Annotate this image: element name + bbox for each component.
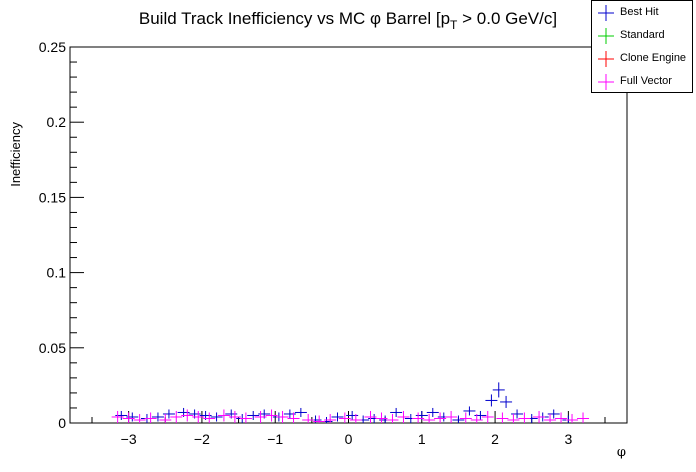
data-point [254,410,267,423]
data-point [302,413,315,423]
legend-marker [598,28,614,44]
data-point [511,409,524,419]
svg-text:Build Track Inefficiency vs MC: Build Track Inefficiency vs MC φ Barrel … [139,9,557,32]
legend-label: Standard [620,29,665,41]
data-point [338,412,351,423]
legend-entry: Best Hit [592,2,692,24]
plot-frame [69,46,628,424]
legend-label: Clone Engine [620,52,687,64]
legend-entry: Standard [592,25,692,47]
series-layer [111,382,590,423]
legend-marker [598,5,614,21]
data-point [159,413,172,423]
legend-label: Full Vector [620,75,672,87]
legend-label: Best Hit [620,6,659,18]
series-full-vector [111,409,590,423]
data-point [555,412,568,423]
data-point [397,410,410,423]
data-point [247,410,260,420]
data-point [445,410,458,423]
legend-entry: Clone Engine [592,48,692,70]
data-point [423,413,436,423]
data-point [122,412,135,423]
y-tick-label: 0.15 [39,189,66,205]
y-tick-label: 0.1 [47,265,67,281]
data-point [547,409,560,419]
title-subscript: T [450,18,458,32]
data-point [386,413,399,423]
data-point [485,394,498,407]
data-point [265,409,278,422]
data-point [507,413,520,423]
data-point [474,410,487,420]
data-point [463,406,476,416]
chart-title: Build Track Inefficiency vs MC φ Barrel … [139,9,557,32]
x-tick-label: −2 [194,431,210,447]
data-point [481,410,494,423]
data-point [331,412,344,422]
legend: Best Hit Standard Clone Engine Full Vector [591,0,693,93]
legend-marker [598,51,614,67]
x-tick-label: 2 [491,431,499,447]
data-point [111,410,124,423]
data-point [181,409,194,422]
data-point [203,412,216,423]
data-point [533,410,546,423]
data-point [239,412,252,423]
data-point [364,410,377,423]
x-tick-label: 0 [345,431,353,447]
y-tick-label: 0.2 [47,114,67,130]
data-point [496,412,509,423]
data-point [276,410,289,423]
data-point [192,410,205,423]
data-point [452,415,465,423]
data-point [470,413,483,423]
data-point [313,415,326,423]
x-tick-label: −1 [267,431,283,447]
data-point [518,412,531,423]
data-point [170,410,183,423]
title-main: Build Track Inefficiency vs MC φ Barrel … [139,9,450,28]
data-point [500,395,513,408]
axes: 0 0.05 0.1 0.15 0.2 0.25 −3 −2 −1 0 1 2 3 [39,39,606,447]
x-tick-label: 3 [564,431,572,447]
data-point [144,412,157,423]
y-tick-label: 0.25 [39,39,66,55]
data-point [217,409,230,422]
data-point [390,407,403,417]
data-point [324,413,337,423]
legend-entry: Full Vector [592,71,692,93]
title-tail: > 0.0 GeV/c] [457,9,557,28]
data-point [287,412,300,423]
data-point [426,407,439,417]
data-point [459,412,472,423]
data-point [151,412,164,422]
data-point [228,410,241,423]
data-point [349,413,362,423]
data-point [375,412,388,423]
y-tick-label: 0 [58,415,66,431]
data-point [562,415,575,423]
x-tick-label: −3 [121,431,137,447]
data-point [577,412,590,423]
data-point [294,407,307,417]
data-point [434,412,447,423]
data-point [379,415,392,423]
y-tick-label: 0.05 [39,340,66,356]
data-point [492,382,505,398]
data-point [544,413,557,423]
y-axis-label: Inefficiency [8,122,23,187]
data-point [210,412,223,422]
x-tick-label: 1 [418,431,426,447]
data-point [133,413,146,423]
data-point [412,412,425,423]
x-axis-label: φ [617,445,626,460]
legend-marker [598,74,614,90]
data-point [566,413,579,423]
